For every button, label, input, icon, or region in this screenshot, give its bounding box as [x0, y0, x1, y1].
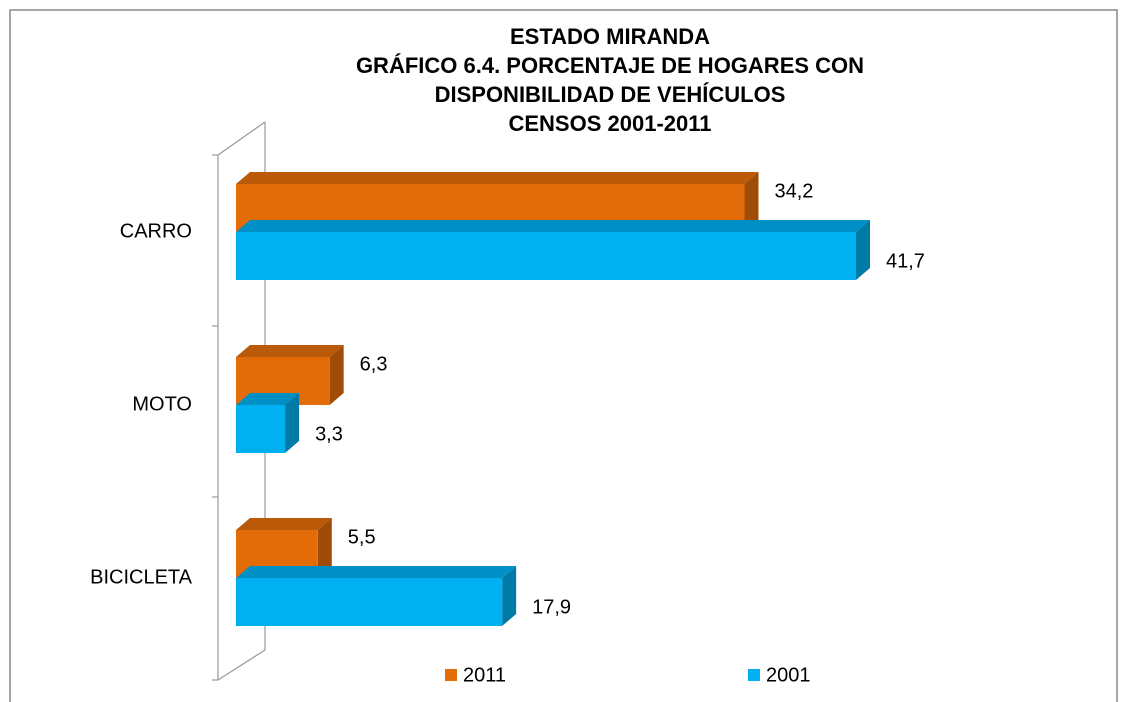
bar — [236, 405, 286, 453]
chart-title: CENSOS 2001-2011 — [508, 111, 711, 136]
bar-side — [856, 220, 870, 280]
value-label: 17,9 — [532, 596, 571, 618]
category-label: CARRO — [120, 220, 192, 242]
bar-top — [236, 172, 759, 184]
legend-label: 2011 — [463, 664, 506, 686]
value-label: 5,5 — [348, 526, 376, 548]
bar-top — [236, 393, 300, 405]
value-label: 41,7 — [886, 250, 925, 272]
chart-title: GRÁFICO 6.4. PORCENTAJE DE HOGARES CON — [356, 53, 864, 78]
category-label: MOTO — [132, 393, 192, 415]
chart-border — [9, 9, 1118, 702]
legend-label: 2001 — [766, 664, 811, 686]
category-label: BICICLETA — [90, 566, 193, 588]
bar — [236, 578, 503, 626]
bar-side — [502, 566, 517, 626]
bar-top — [236, 345, 344, 357]
value-label: 6,3 — [360, 353, 388, 375]
value-label: 3,3 — [315, 423, 343, 445]
bar — [236, 232, 856, 280]
chart-title: ESTADO MIRANDA — [510, 24, 710, 49]
bar-top — [236, 566, 517, 578]
bar-top — [236, 518, 332, 530]
bar-side — [329, 345, 344, 405]
legend-swatch — [445, 669, 457, 681]
value-label: 34,2 — [774, 180, 813, 202]
bar-side — [285, 393, 300, 453]
legend-swatch — [748, 669, 760, 681]
bar-top — [236, 220, 870, 232]
bar-side — [317, 518, 332, 578]
chart-title: DISPONIBILIDAD DE VEHÍCULOS — [435, 82, 786, 107]
bar-side — [744, 172, 759, 232]
